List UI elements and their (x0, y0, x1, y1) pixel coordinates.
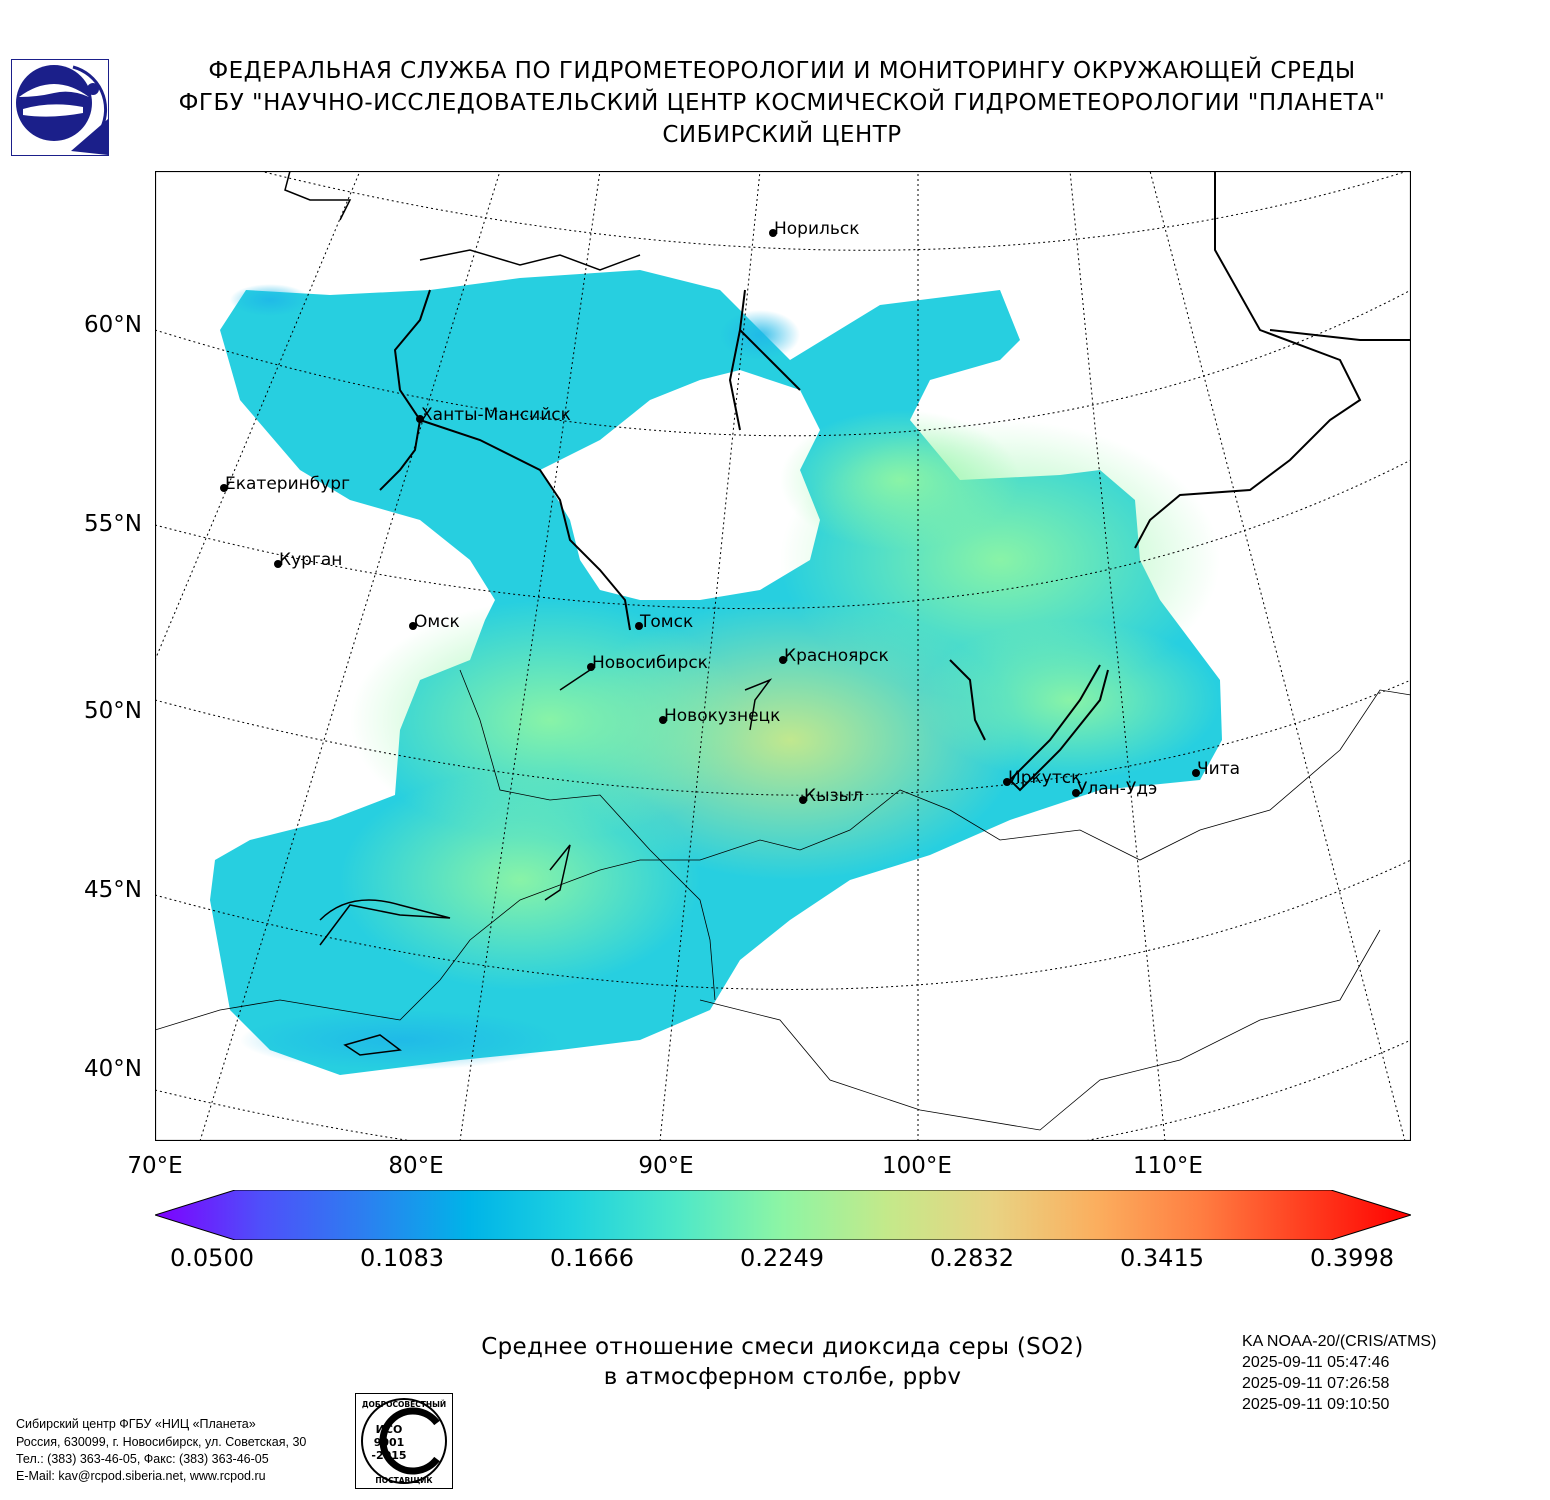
colorbar-tick-0: 0.0500 (170, 1244, 254, 1272)
colorbar-tick-2: 0.1666 (550, 1244, 634, 1272)
caption-line-2: в атмосферном столбе, ppbv (603, 1364, 962, 1390)
no-data-gap (540, 370, 820, 600)
satellite-time-3: 2025-09-11 09:10:50 (1242, 1396, 1390, 1413)
lat-label-50: 50°N (84, 698, 142, 724)
lat-label-45: 45°N (84, 877, 142, 903)
iso-stamp-bottom: ПОСТАВЩИК (375, 1476, 433, 1485)
lon-label-100: 100°E (882, 1153, 952, 1179)
lon-label-110: 110°E (1133, 1153, 1203, 1179)
lon-label-70: 70°E (127, 1153, 183, 1179)
header-line-3: СИБИРСКИЙ ЦЕНТР (662, 122, 902, 148)
iso-stamp: ДОБРОСОВЕСТНЫЙ ИСО 9001 -2015 ПОСТАВЩИК (355, 1393, 453, 1489)
colorbar-tick-4: 0.2832 (930, 1244, 1014, 1272)
lon-label-80: 80°E (388, 1153, 444, 1179)
colorbar-tick-5: 0.3415 (1120, 1244, 1204, 1272)
lat-label-60: 60°N (84, 312, 142, 338)
iso-stamp-line1: ИСО (376, 1423, 403, 1436)
footer-line-1: Сибирский центр ФГБУ «НИЦ «Планета» (16, 1417, 256, 1431)
satellite-name: KA NOAA-20/(CRIS/ATMS) (1242, 1333, 1437, 1350)
lat-label-55: 55°N (84, 511, 142, 537)
lon-label-90: 90°E (638, 1153, 694, 1179)
footer-line-4: E-Mail: kav@rcpod.siberia.net, www.rcpod… (16, 1469, 266, 1483)
satellite-time-2: 2025-09-11 07:26:58 (1242, 1375, 1390, 1392)
iso-stamp-line2: 9001 (374, 1436, 405, 1449)
caption-line-1: Среднее отношение смеси диоксида серы (S… (481, 1334, 1084, 1360)
colorbar-tick-1: 0.1083 (360, 1244, 444, 1272)
lat-label-40: 40°N (84, 1056, 142, 1082)
colorbar-tick-6: 0.3998 (1310, 1244, 1394, 1272)
colorbar (153, 1189, 1413, 1241)
planeta-logo (11, 59, 109, 156)
iso-stamp-line3: -2015 (371, 1449, 406, 1462)
header-line-2: ФГБУ "НАУЧНО-ИССЛЕДОВАТЕЛЬСКИЙ ЦЕНТР КОС… (178, 90, 1386, 116)
colorbar-body (153, 1189, 1413, 1241)
satellite-time-1: 2025-09-11 05:47:46 (1242, 1354, 1390, 1371)
map-svg (155, 171, 1411, 1141)
footer-line-2: Россия, 630099, г. Новосибирск, ул. Сове… (16, 1435, 307, 1449)
iso-stamp-top: ДОБРОСОВЕСТНЫЙ (362, 1400, 446, 1409)
colorbar-tick-3: 0.2249 (740, 1244, 824, 1272)
footer-line-3: Тел.: (383) 363-46-05, Факс: (383) 363-4… (16, 1452, 269, 1466)
map-panel (155, 171, 1411, 1141)
header-line-1: ФЕДЕРАЛЬНАЯ СЛУЖБА ПО ГИДРОМЕТЕОРОЛОГИИ … (208, 58, 1356, 84)
